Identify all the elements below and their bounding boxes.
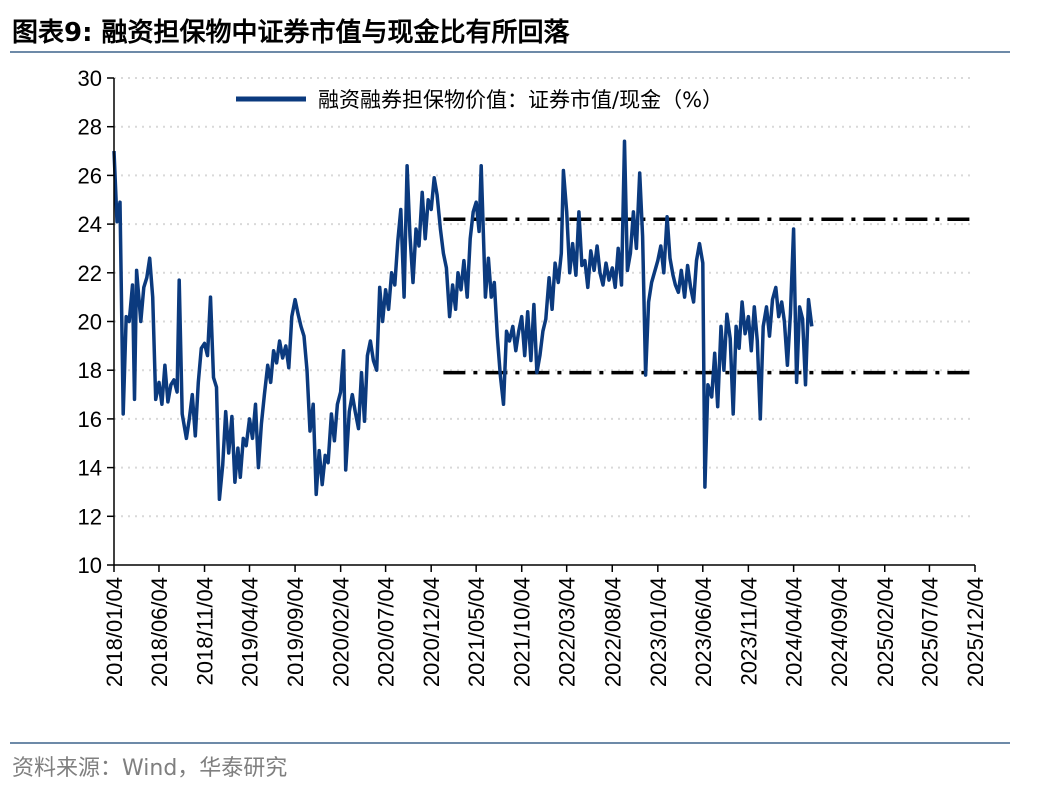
x-tick-label: 2019/09/04 <box>283 577 308 687</box>
line-chart: 10 12 14 16 18 20 22 24 26 28 30 2018/01/04 2018/06/… <box>78 66 988 687</box>
x-tick-label: 2025/07/04 <box>917 577 942 687</box>
legend-label: 融资融券担保物价值：证券市值/现金（%） <box>318 88 723 112</box>
x-tick-label: 2020/12/04 <box>419 577 444 687</box>
x-tick-label: 2023/11/04 <box>736 577 761 685</box>
legend: 融资融券担保物价值：证券市值/现金（%） <box>236 88 723 112</box>
y-tick-label: 12 <box>78 504 102 529</box>
x-tick-label: 2024/09/04 <box>827 577 852 687</box>
x-tick-label: 2024/04/04 <box>782 577 807 687</box>
x-tick-label: 2023/06/04 <box>691 577 716 687</box>
axes: 10 12 14 16 18 20 22 24 26 28 30 2018/01/04 2018/06/… <box>78 66 988 687</box>
series-line <box>112 139 814 502</box>
title-rule <box>10 51 1010 53</box>
series-layer <box>112 139 814 502</box>
y-tick-label: 14 <box>78 456 102 481</box>
y-tick-label: 18 <box>78 358 102 383</box>
x-tick-label: 2018/06/04 <box>147 577 172 687</box>
y-tick-label: 24 <box>78 212 102 237</box>
y-tick-label: 30 <box>78 66 102 91</box>
y-tick-label: 28 <box>78 115 102 140</box>
x-tick-label: 2018/01/04 <box>102 577 127 687</box>
x-tick-label: 2022/03/04 <box>555 577 580 687</box>
x-tick-label: 2021/05/04 <box>464 577 489 687</box>
source-note: 资料来源：Wind，华泰研究 <box>12 756 288 781</box>
y-tick-label: 26 <box>78 163 102 188</box>
y-tick-label: 20 <box>78 310 102 335</box>
x-tick-label: 2025/12/04 <box>963 577 988 687</box>
x-tick-label: 2022/08/04 <box>600 577 625 687</box>
x-tick-label: 2025/02/04 <box>873 577 898 687</box>
x-tick-label: 2018/11/04 <box>193 577 218 685</box>
x-tick-label: 2020/02/04 <box>329 577 354 687</box>
y-tick-label: 10 <box>78 553 102 578</box>
reference-lines <box>443 217 975 375</box>
figure-title: 图表9: 融资担保物中证券市值与现金比有所回落 <box>12 18 570 48</box>
y-tick-label: 22 <box>78 261 102 286</box>
x-tick-label: 2023/01/04 <box>646 577 671 687</box>
x-tick-label: 2020/07/04 <box>374 577 399 687</box>
y-tick-label: 16 <box>78 407 102 432</box>
x-tick-label: 2019/04/04 <box>238 577 263 687</box>
source-rule <box>10 742 1010 744</box>
x-tick-label: 2021/10/04 <box>510 577 535 687</box>
